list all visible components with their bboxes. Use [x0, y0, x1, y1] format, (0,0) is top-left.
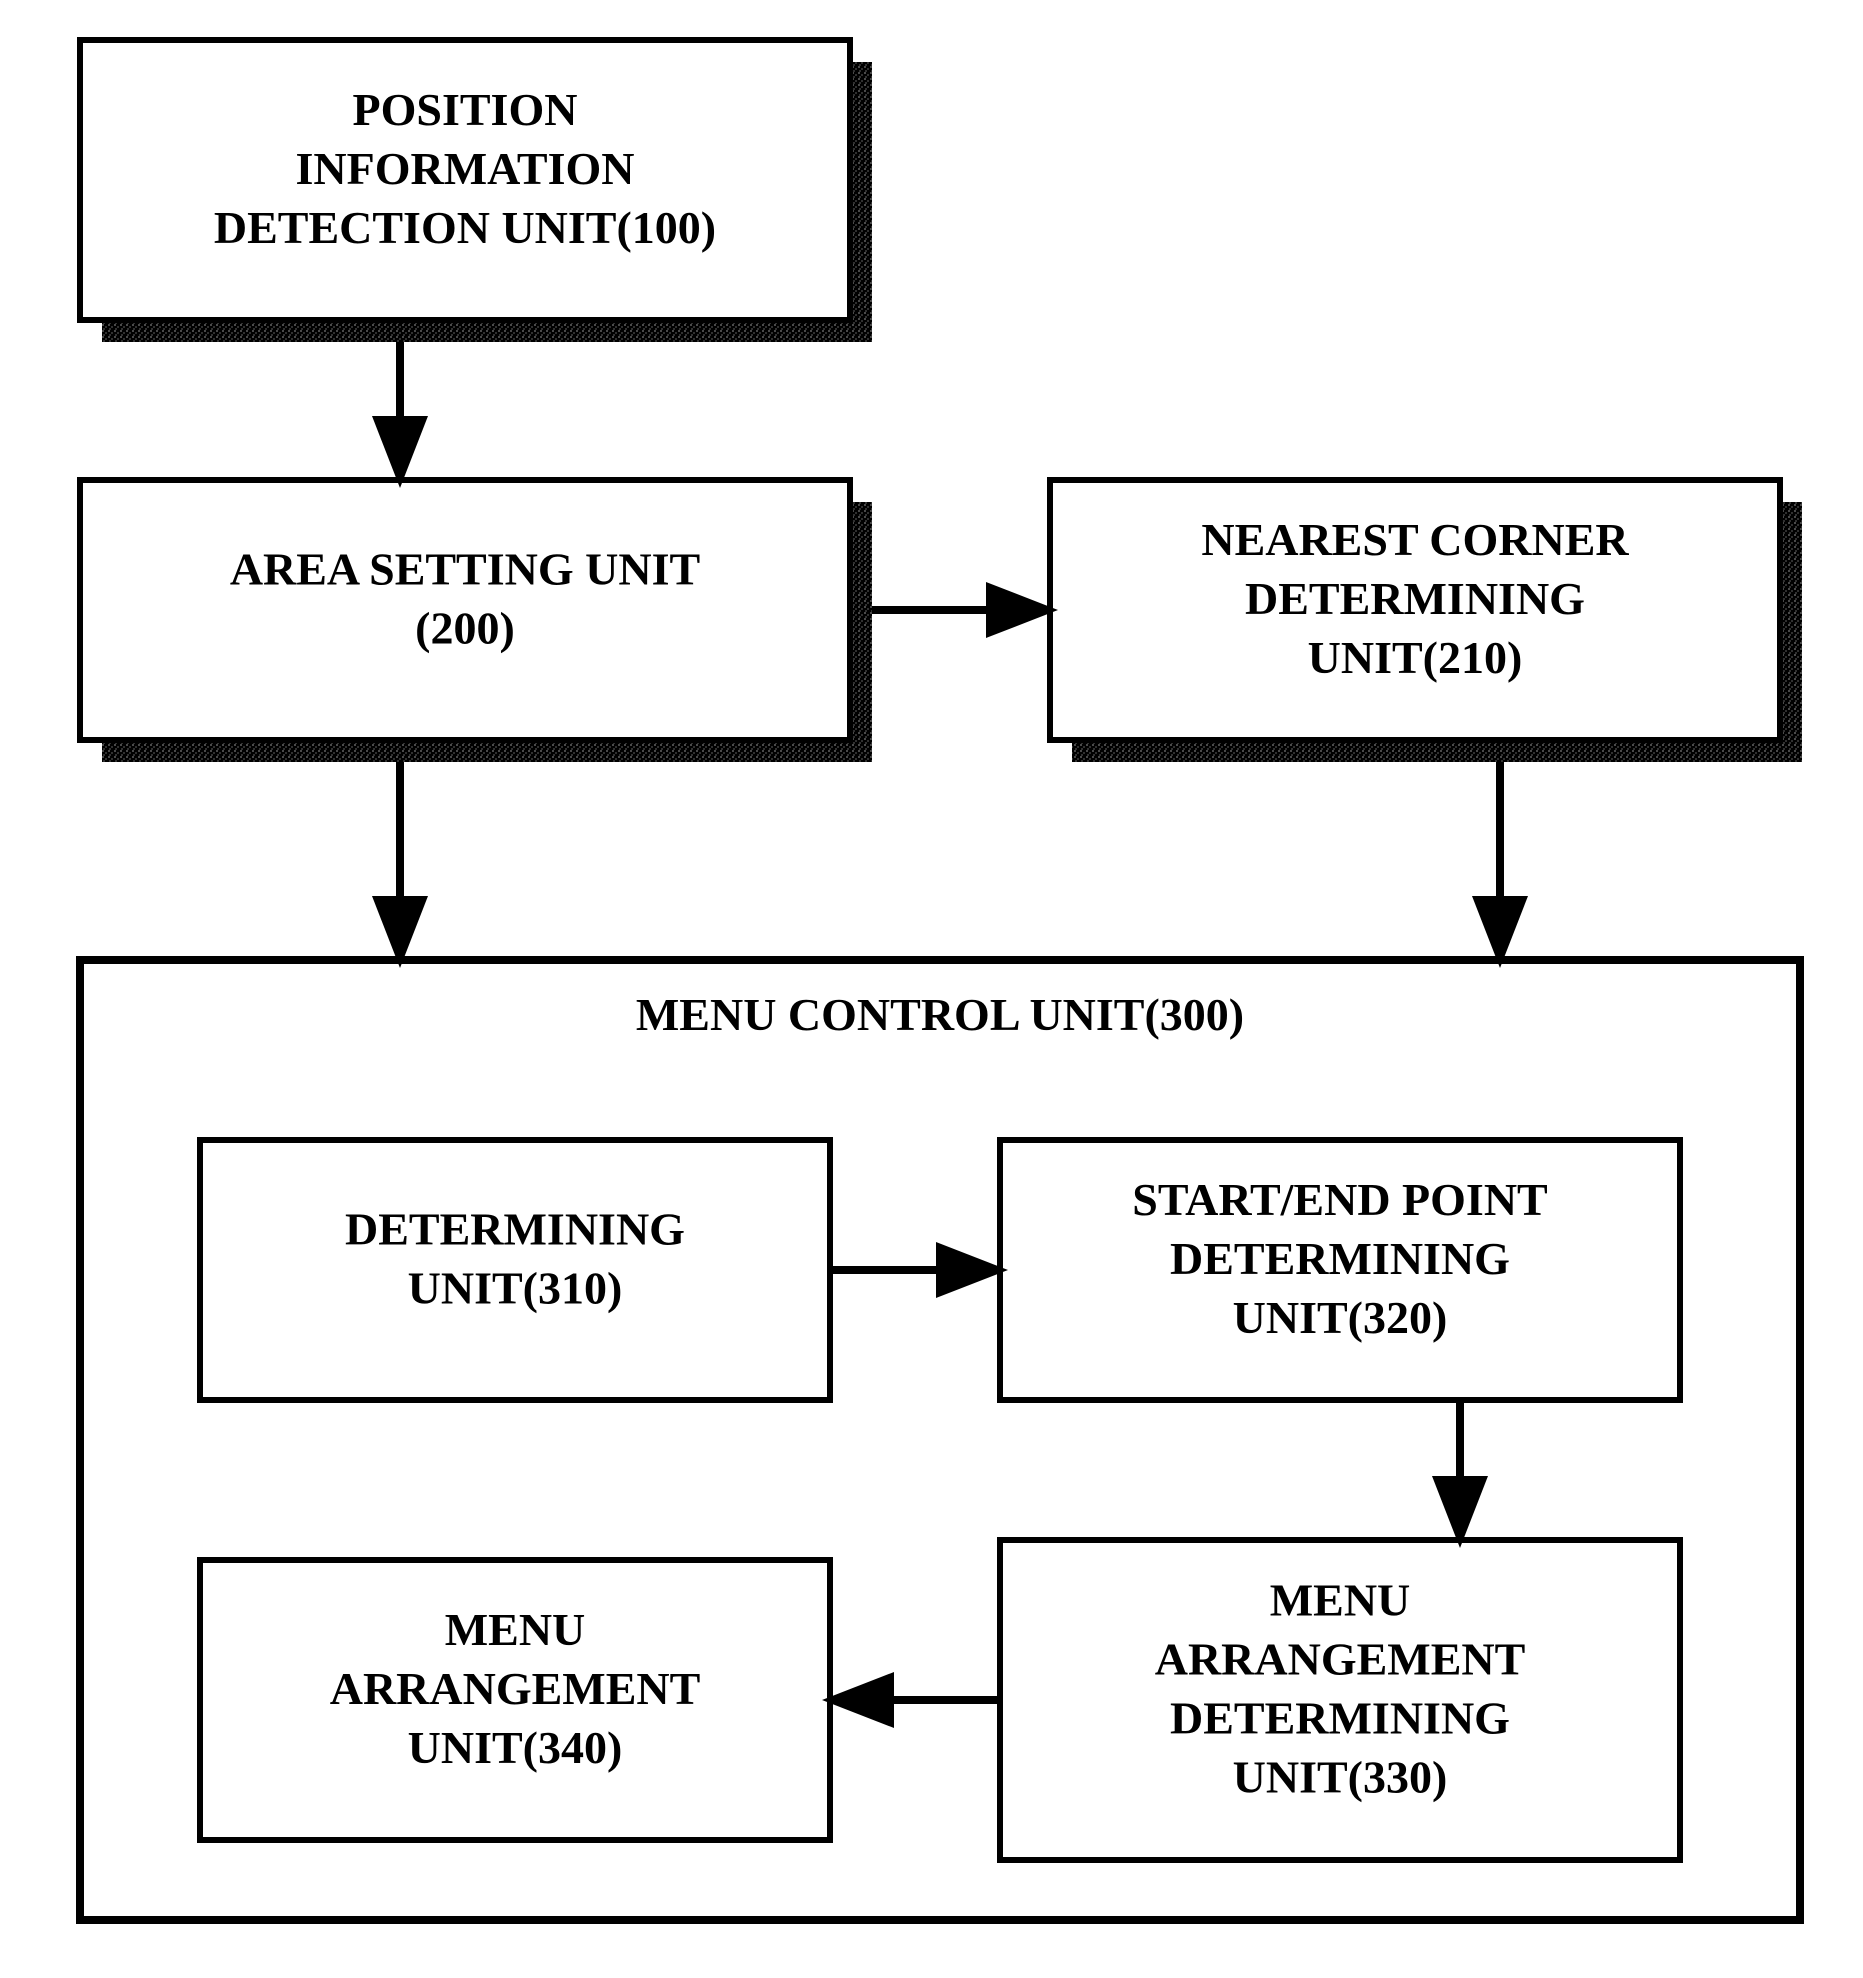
node-n340: MENU ARRANGEMENT UNIT(340) — [200, 1560, 830, 1840]
node-label: ARRANGEMENT — [1155, 1634, 1526, 1685]
node-n330: MENU ARRANGEMENT DETERMINING UNIT(330) — [1000, 1540, 1680, 1860]
node-label: ARRANGEMENT — [330, 1663, 701, 1714]
container-title: MENU CONTROL UNIT(300) — [636, 989, 1244, 1040]
node-label: AREA SETTING UNIT — [230, 544, 700, 595]
node-label: UNIT(210) — [1308, 632, 1523, 683]
diagram-canvas: POSITION INFORMATION DETECTION UNIT(100) AR… — [0, 0, 1863, 1978]
node-n200: AREA SETTING UNIT (200) — [80, 480, 872, 762]
node-label: DETECTION UNIT(100) — [214, 202, 716, 253]
node-label: DETERMINING — [1170, 1233, 1510, 1284]
node-label: UNIT(320) — [1233, 1292, 1448, 1343]
node-label: (200) — [415, 602, 515, 653]
node-label: DETERMINING — [345, 1204, 685, 1255]
node-label: INFORMATION — [295, 143, 634, 194]
node-n210: NEAREST CORNER DETERMINING UNIT(210) — [1050, 480, 1802, 762]
node-label: DETERMINING — [1245, 573, 1585, 624]
node-label: UNIT(330) — [1233, 1751, 1448, 1802]
node-label: UNIT(310) — [408, 1262, 623, 1313]
node-label: UNIT(340) — [408, 1722, 623, 1773]
node-label: START/END POINT — [1132, 1174, 1547, 1225]
node-label: MENU — [445, 1604, 586, 1655]
node-n320: START/END POINT DETERMINING UNIT(320) — [1000, 1140, 1680, 1400]
node-label: DETERMINING — [1170, 1692, 1510, 1743]
node-n310: DETERMINING UNIT(310) — [200, 1140, 830, 1400]
node-label: NEAREST CORNER — [1201, 514, 1629, 565]
node-label: POSITION — [353, 84, 578, 135]
node-label: MENU — [1270, 1575, 1411, 1626]
node-n100: POSITION INFORMATION DETECTION UNIT(100) — [80, 40, 872, 342]
